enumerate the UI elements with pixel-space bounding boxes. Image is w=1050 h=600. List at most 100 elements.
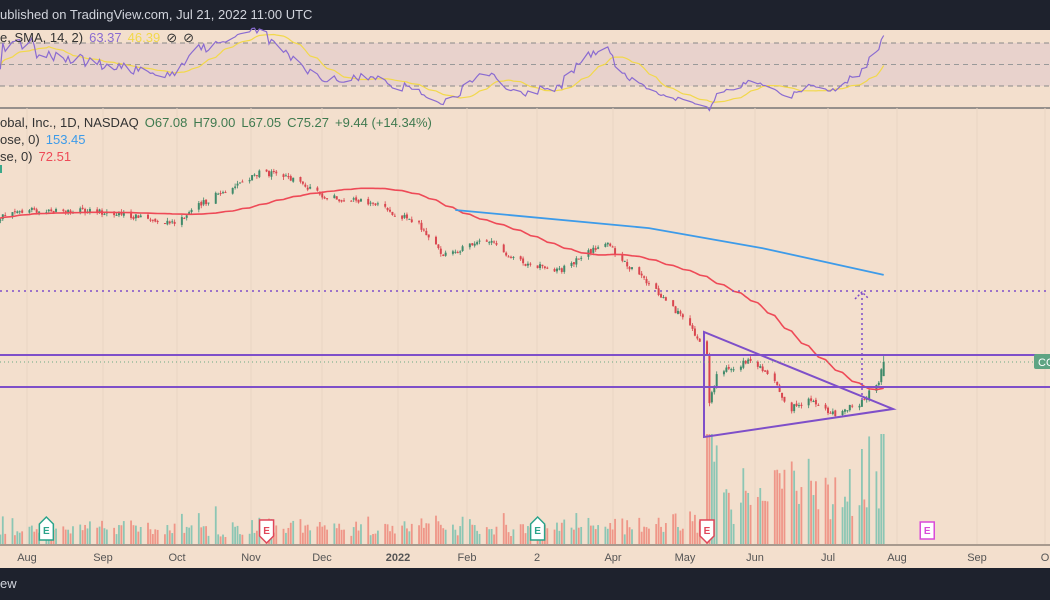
candle-body — [817, 404, 820, 406]
volume-bar — [287, 527, 290, 544]
candle-body — [130, 211, 133, 218]
footer-brand: ew — [0, 576, 17, 591]
candle-body — [643, 276, 646, 278]
volume-bar — [829, 519, 832, 544]
candle-body — [744, 360, 747, 364]
volume-bar — [592, 525, 595, 544]
volume-bar — [0, 534, 2, 544]
candle-body — [163, 223, 166, 225]
volume-bar — [756, 496, 759, 544]
candle-body — [640, 273, 643, 276]
volume-bar — [132, 525, 135, 544]
time-tick-label: Dec — [312, 552, 332, 564]
volume-bar — [185, 526, 188, 544]
candle-body — [299, 176, 302, 182]
volume-bar — [222, 534, 224, 544]
candle-body — [306, 187, 309, 190]
volume-bar — [410, 523, 413, 544]
candle-body — [422, 229, 425, 231]
candle-body — [657, 288, 660, 296]
earnings-marker[interactable]: E — [919, 521, 935, 540]
candle-body — [810, 398, 813, 401]
time-tick-label: May — [675, 552, 696, 564]
volume-bar — [587, 517, 590, 544]
volume-bar — [558, 530, 561, 544]
candle-body — [795, 403, 798, 406]
candle-body — [333, 195, 336, 199]
volume-bar — [84, 524, 86, 544]
volume-bar — [418, 525, 420, 544]
volume-bar — [234, 526, 237, 544]
candle-body — [604, 243, 607, 247]
volume-bar — [369, 535, 372, 544]
ma50-value: 72.51 — [38, 149, 72, 164]
candle-body — [609, 243, 612, 246]
volume-bar — [485, 527, 488, 544]
rsi-legend[interactable]: e, SMA, 14, 2) 63.37 46.39 ⊘ ⊘ — [0, 30, 200, 46]
volume-bar — [875, 471, 878, 544]
volume-bar — [103, 528, 106, 544]
volume-bar — [372, 534, 374, 544]
candle-body — [611, 246, 614, 248]
candle-body — [437, 244, 440, 249]
candle-body — [287, 175, 290, 178]
candle-body — [403, 214, 406, 218]
candle-body — [793, 404, 796, 412]
candle-body — [519, 256, 522, 260]
volume-bar — [35, 529, 38, 544]
published-banner: ublished on TradingView.com, Jul 21, 202… — [0, 0, 1050, 30]
candle-body — [343, 200, 346, 202]
volume-bar — [626, 520, 629, 544]
volume-bar — [130, 520, 132, 544]
volume-bar — [439, 524, 442, 544]
volume-bar — [461, 516, 464, 544]
candle-body — [401, 215, 404, 219]
candle-body — [238, 182, 241, 184]
candle-body — [166, 220, 169, 225]
volume-bar — [401, 525, 403, 544]
volume-bar — [374, 533, 377, 544]
candle-body — [575, 258, 578, 265]
earnings-marker[interactable]: E — [38, 515, 55, 541]
earnings-marker[interactable]: E — [699, 519, 715, 545]
volume-bar — [473, 525, 476, 544]
volume-bar — [253, 532, 256, 544]
candle-body — [672, 300, 675, 306]
candles — [0, 168, 885, 418]
volume-bar — [241, 534, 244, 544]
volume-bar — [606, 528, 609, 544]
candle-body — [418, 221, 421, 223]
volume-bar — [490, 528, 493, 544]
ma50-legend[interactable]: se, 0) 72.51 — [0, 149, 77, 164]
volume-bar — [882, 434, 885, 544]
candle-body — [13, 211, 16, 213]
volume-bar — [33, 531, 36, 544]
candle-body — [253, 174, 256, 176]
grid — [26, 108, 1046, 545]
volume-bar — [623, 534, 626, 544]
symbol-legend[interactable]: obal, Inc., 1D, NASDAQ O67.08 H79.00 L67.05… — [0, 115, 438, 130]
candle-body — [120, 211, 123, 215]
eye-off-icon[interactable]: ⊘ — [166, 30, 178, 45]
candle-body — [224, 192, 227, 194]
volume-bar — [118, 525, 120, 544]
candle-body — [69, 210, 72, 213]
chart-canvas[interactable]: E E E E E Aug Sep Oct Nov Dec 2022 Feb 2 Apr May Jun Ju… — [0, 0, 1050, 568]
volume-bar — [764, 500, 766, 544]
earnings-marker[interactable]: E — [529, 515, 546, 541]
volume-bar — [638, 517, 641, 544]
volume-bar — [851, 515, 854, 544]
volume-bar — [304, 525, 307, 544]
eye-off-icon[interactable]: ⊘ — [183, 30, 194, 45]
ma200-legend[interactable]: ose, 0) 153.45 — [0, 132, 92, 147]
legend-collapse-marker[interactable] — [0, 165, 2, 173]
earnings-marker[interactable]: E — [258, 519, 275, 545]
candle-body — [255, 175, 258, 177]
earnings-flag-icon — [699, 519, 715, 545]
earnings-label: E — [534, 526, 541, 537]
candle-body — [374, 203, 377, 206]
candle-body — [323, 197, 326, 199]
candle-body — [473, 243, 476, 246]
candle-body — [372, 202, 375, 204]
volume-bar — [120, 525, 123, 544]
